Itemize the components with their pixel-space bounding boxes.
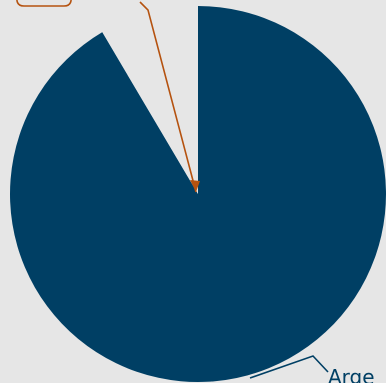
leader-line-small-slice bbox=[139, 1, 197, 193]
leader-line-main-slice bbox=[249, 355, 329, 379]
pie-slice-1 bbox=[102, 6, 198, 194]
pie-slices bbox=[10, 6, 386, 382]
slice-label-main: Arge bbox=[328, 365, 375, 383]
leader-arrow-small-slice bbox=[190, 180, 200, 192]
pie-slice-0 bbox=[10, 6, 386, 382]
label-bracket-small-slice bbox=[16, 0, 72, 7]
